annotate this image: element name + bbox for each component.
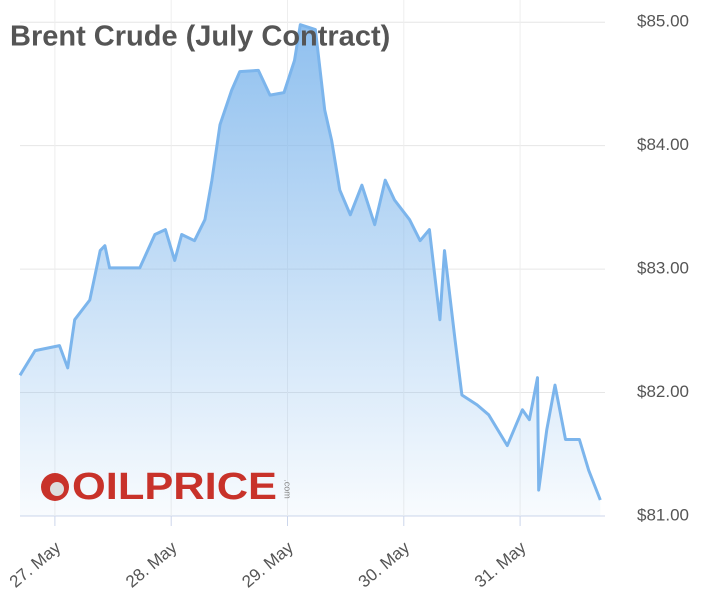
y-tick-label: $82.00 [637, 382, 689, 401]
logo-text: OILPRICE [72, 466, 277, 508]
logo: OILPRICE .com [41, 466, 293, 508]
logo-suffix: .com [283, 479, 293, 499]
x-tick-label: 28. May [122, 538, 181, 592]
x-tick-label: 29. May [238, 538, 297, 592]
y-tick-label: $84.00 [637, 135, 689, 154]
line [18, 23, 602, 501]
y-tick-label: $85.00 [637, 12, 689, 31]
x-tick-label: 27. May [6, 538, 65, 592]
area-fill [20, 24, 601, 516]
chart-title: Brent Crude (July Contract) [10, 21, 390, 53]
x-tick-label: 30. May [355, 538, 414, 592]
logo-icon-drop [50, 482, 64, 496]
x-tick-label: 31. May [471, 538, 530, 592]
y-tick-label: $81.00 [637, 505, 689, 524]
y-tick-label: $83.00 [637, 259, 689, 278]
plot [18, 23, 602, 516]
